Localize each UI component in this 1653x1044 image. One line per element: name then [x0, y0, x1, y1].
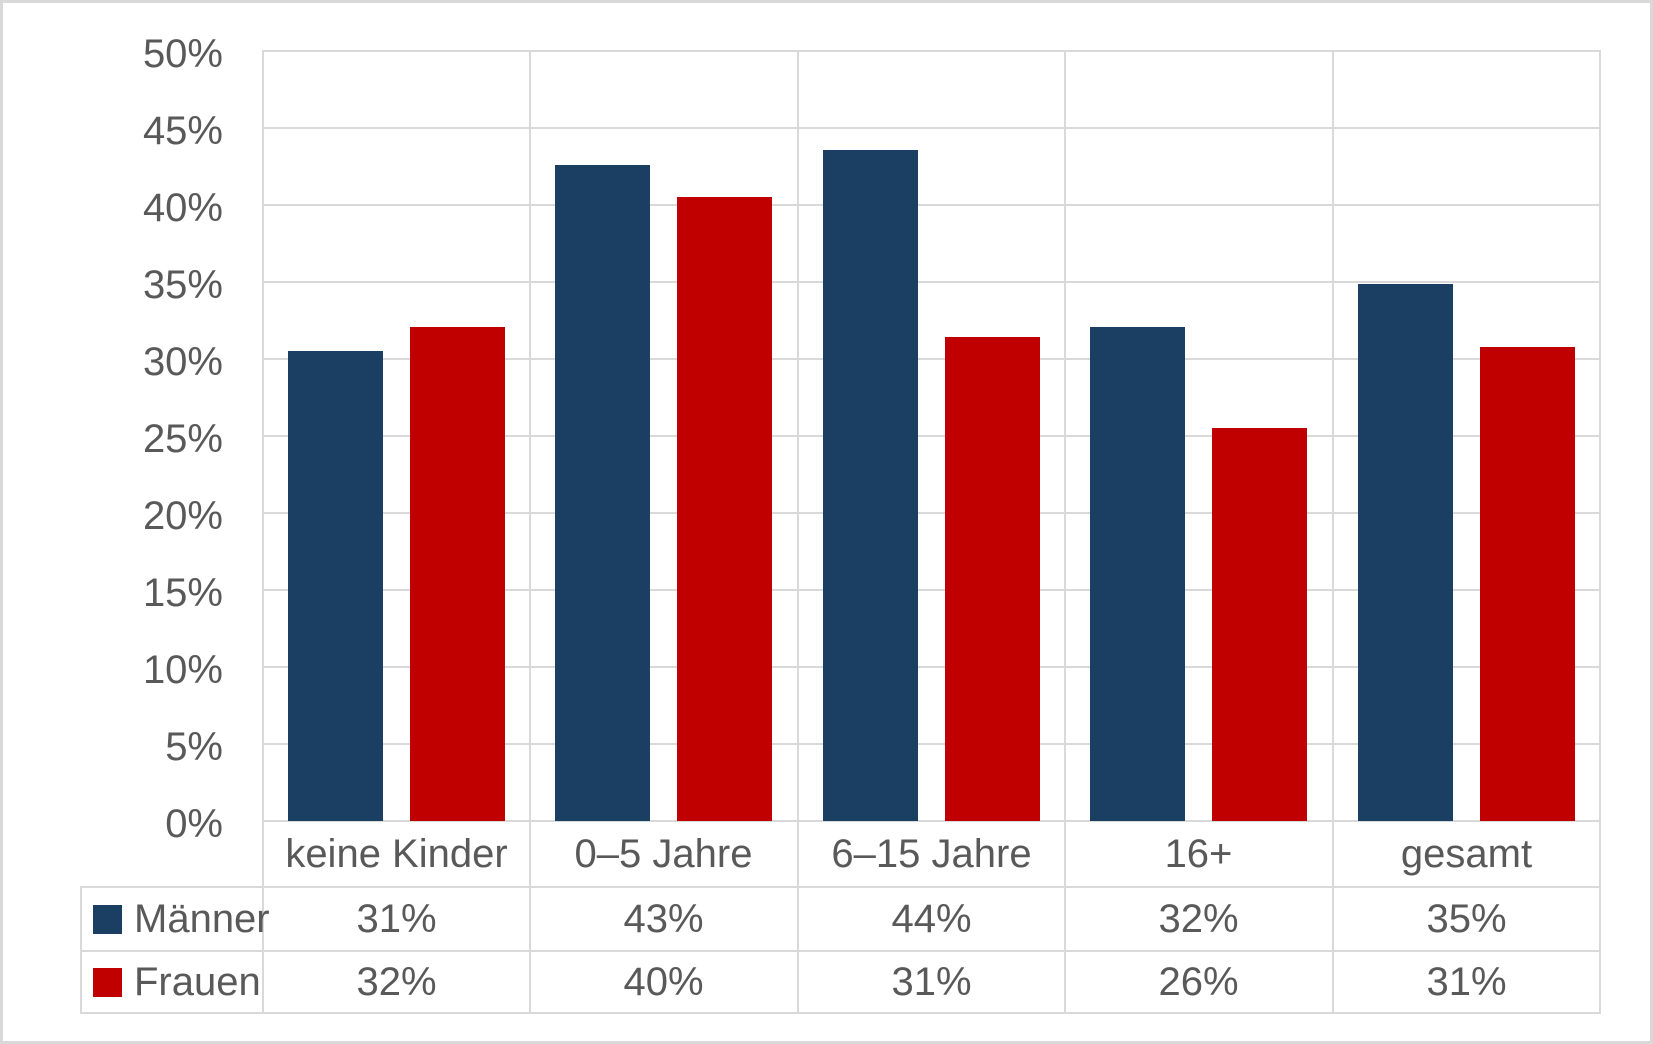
bar-maenner-1 [555, 165, 650, 821]
gridline-h-10 [262, 666, 1601, 668]
x-category-label-1: 0–5 Jahre [574, 831, 753, 876]
legend-swatch-maenner-icon [93, 904, 122, 934]
y-tick-label-50: 50% [142, 32, 223, 76]
legend-label-frauen: Frauen [134, 959, 261, 1004]
gridline-h-50 [262, 50, 1601, 52]
bar-frauen-1 [677, 197, 772, 821]
table-value-frauen-4: 31% [1426, 959, 1507, 1004]
y-tick-label-30: 30% [142, 340, 223, 384]
bar-frauen-4 [1480, 347, 1575, 821]
y-tick-label-5: 5% [165, 725, 223, 769]
y-tick-label-40: 40% [142, 186, 223, 230]
bar-maenner-3 [1090, 327, 1185, 821]
x-category-label-0: keine Kinder [285, 831, 508, 876]
bar-maenner-0 [288, 351, 383, 821]
table-value-maenner-2: 44% [891, 896, 972, 941]
y-tick-label-0: 0% [165, 802, 223, 846]
gridline-v-0 [262, 51, 264, 1013]
bar-frauen-2 [945, 337, 1040, 821]
gridline-h-15 [262, 589, 1601, 591]
gridline-v-3 [1064, 51, 1066, 1013]
gridline-h-30 [262, 358, 1601, 360]
table-value-frauen-2: 31% [891, 959, 972, 1004]
y-tick-label-10: 10% [142, 648, 223, 692]
gridline-h-25 [262, 435, 1601, 437]
bar-maenner-4 [1358, 284, 1453, 821]
legend-cell-maenner: Männer [81, 888, 270, 950]
gridline-v-5 [1599, 51, 1601, 1013]
table-value-frauen-3: 26% [1158, 959, 1239, 1004]
gridline-v-1 [529, 51, 531, 1013]
y-tick-label-20: 20% [142, 494, 223, 538]
x-category-label-2: 6–15 Jahre [831, 831, 1032, 876]
table-border-h-2 [80, 950, 1601, 952]
y-tick-label-25: 25% [142, 417, 223, 461]
gridline-h-20 [262, 512, 1601, 514]
gridline-h-5 [262, 743, 1601, 745]
table-value-maenner-4: 35% [1426, 896, 1507, 941]
table-border-h-1 [80, 886, 1601, 888]
gridline-v-4 [1332, 51, 1334, 1013]
x-category-label-4: gesamt [1400, 831, 1533, 876]
gridline-v-2 [797, 51, 799, 1013]
table-value-frauen-0: 32% [356, 959, 437, 1004]
legend-cell-frauen: Frauen [81, 952, 263, 1012]
bar-frauen-3 [1212, 428, 1307, 821]
table-value-maenner-0: 31% [356, 896, 437, 941]
legend-swatch-frauen-icon [93, 967, 122, 997]
y-tick-label-35: 35% [142, 263, 223, 307]
y-tick-label-15: 15% [142, 571, 223, 615]
gridline-h-45 [262, 127, 1601, 129]
bar-maenner-2 [823, 150, 918, 821]
gridline-h-0 [262, 820, 1601, 822]
table-value-frauen-1: 40% [623, 959, 704, 1004]
bar-frauen-0 [410, 327, 505, 821]
table-border-h-3 [80, 1012, 1601, 1014]
y-tick-label-45: 45% [142, 109, 223, 153]
x-category-label-3: 16+ [1164, 831, 1233, 876]
gridline-h-35 [262, 281, 1601, 283]
legend-label-maenner: Männer [134, 896, 270, 941]
gridline-h-40 [262, 204, 1601, 206]
table-value-maenner-3: 32% [1158, 896, 1239, 941]
table-value-maenner-1: 43% [623, 896, 704, 941]
